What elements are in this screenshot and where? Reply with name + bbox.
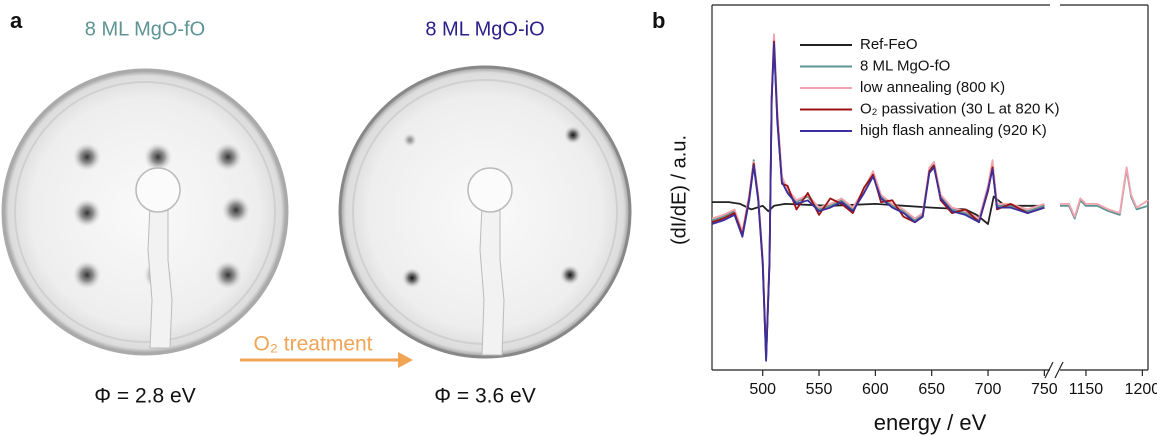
legend-label: low annealing (800 K) [860,79,1005,96]
x-tick-label: 650 [918,381,945,398]
panel-label: b [652,8,665,33]
legend-label: Ref-FeO [860,36,918,53]
x-tick-label: 750 [1031,381,1058,398]
x-tick-label: 1150 [1069,381,1104,398]
work-function: Φ = 3.6 eV [434,385,535,408]
y-axis-label: (dI/dE) / a.u. [668,135,690,245]
plot-frame [711,4,1149,379]
x-tick-label: 550 [806,381,833,398]
spectrum-line [712,195,1045,225]
work-function: Φ = 2.8 eV [94,385,195,408]
x-tick-label: 700 [975,381,1002,398]
plot-area: 500 550 600 650 700 750 1150 1200 Ref-FeO 8 ML Mg… [711,33,1157,398]
x-tick-label: 600 [862,381,889,398]
panel-label: a [10,8,23,33]
x-tick-label: 500 [749,381,776,398]
legend-label: O₂ passivation (30 L at 820 K) [860,100,1060,117]
x-tick-label: 1200 [1125,381,1157,398]
legend-label: 8 ML MgO-fO [860,57,950,74]
treatment-arrow [240,352,413,368]
spectrum-line [711,42,1045,362]
legend-label: high flash annealing (920 K) [860,122,1047,139]
leed-image-right [338,65,632,359]
image-title: 8 ML MgO-fO [85,18,205,40]
image-title: 8 ML MgO-iO [425,18,544,40]
leed-image-left [1,68,289,356]
x-axis-label: energy / eV [874,410,987,435]
arrow-label: O₂ treatment [253,333,372,356]
